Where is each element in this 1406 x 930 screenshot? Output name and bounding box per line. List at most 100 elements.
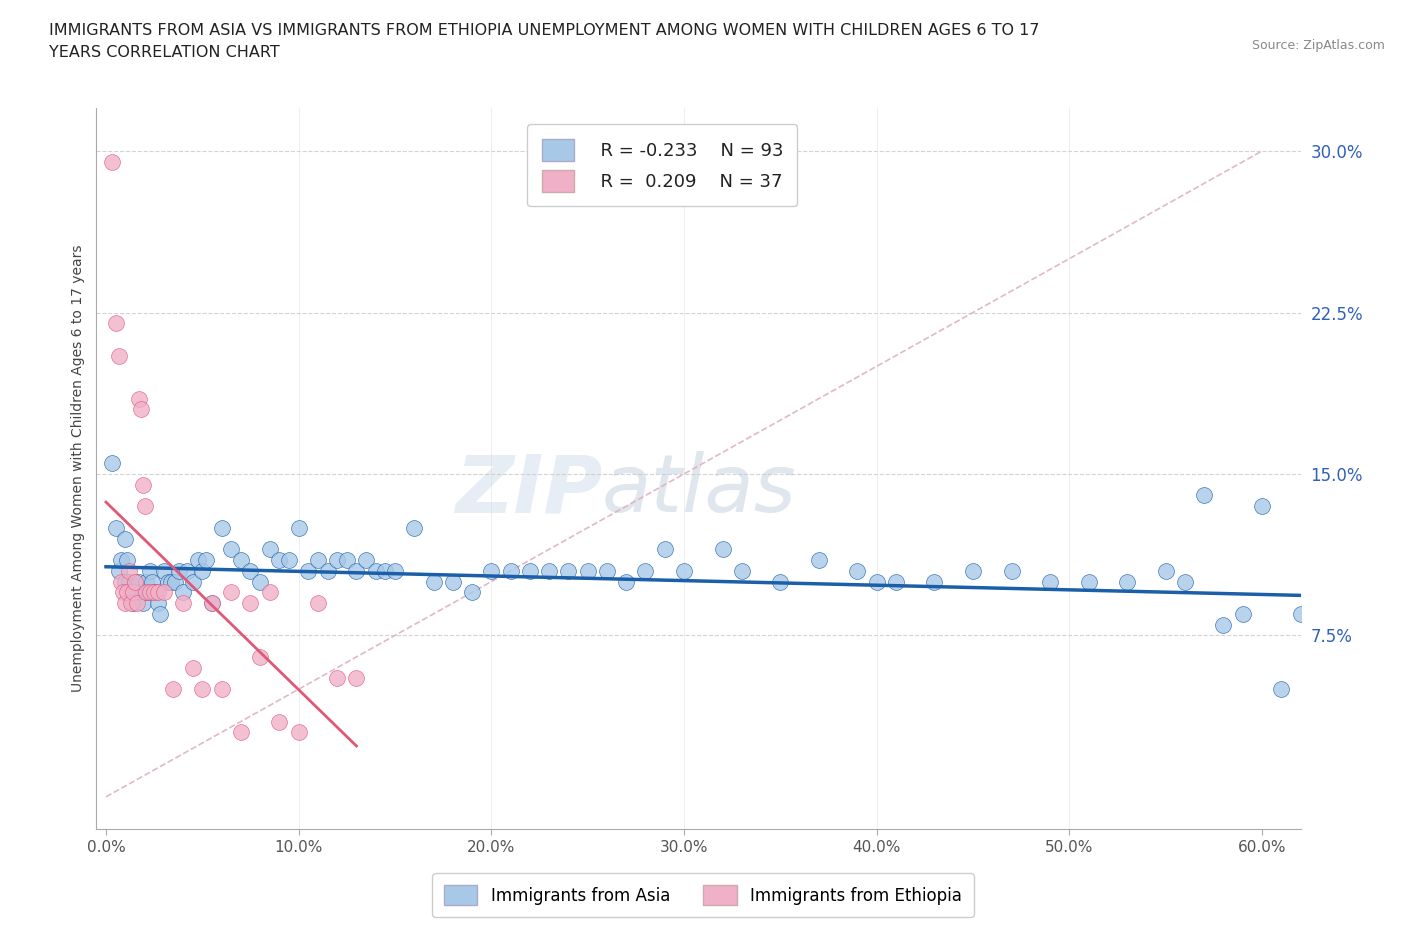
Point <box>145 585 167 600</box>
Point <box>129 402 152 417</box>
Point <box>557 564 579 578</box>
Point <box>165 574 187 589</box>
Point <box>139 564 162 578</box>
Point <box>1192 488 1215 503</box>
Point <box>596 564 619 578</box>
Point <box>134 585 156 600</box>
Point <box>316 564 339 578</box>
Point <box>118 564 141 578</box>
Point <box>807 552 830 567</box>
Point <box>1327 693 1350 708</box>
Point <box>336 552 359 567</box>
Point <box>131 596 153 611</box>
Point <box>461 585 484 600</box>
Point <box>131 477 153 492</box>
Text: IMMIGRANTS FROM ASIA VS IMMIGRANTS FROM ETHIOPIA UNEMPLOYMENT AMONG WOMEN WITH C: IMMIGRANTS FROM ASIA VS IMMIGRANTS FROM … <box>49 23 1039 60</box>
Point <box>884 574 907 589</box>
Point <box>162 682 184 697</box>
Point <box>138 585 160 600</box>
Point <box>307 596 329 611</box>
Point <box>731 564 754 578</box>
Point <box>1270 682 1292 697</box>
Legend:   R = -0.233    N = 93,   R =  0.209    N = 37: R = -0.233 N = 93, R = 0.209 N = 37 <box>527 125 797 206</box>
Point <box>201 596 224 611</box>
Text: atlas: atlas <box>602 451 797 529</box>
Point <box>297 564 319 578</box>
Point <box>278 552 301 567</box>
Point <box>354 552 377 567</box>
Y-axis label: Unemployment Among Women with Children Ages 6 to 17 years: Unemployment Among Women with Children A… <box>72 245 86 692</box>
Point <box>1174 574 1197 589</box>
Point <box>672 564 695 578</box>
Point <box>146 596 169 611</box>
Point <box>112 585 135 600</box>
Point <box>259 542 281 557</box>
Point <box>1309 682 1331 697</box>
Point <box>924 574 946 589</box>
Point <box>195 552 218 567</box>
Point <box>249 574 271 589</box>
Point <box>479 564 502 578</box>
Point <box>229 724 252 739</box>
Point <box>711 542 734 557</box>
Point <box>143 585 166 600</box>
Point <box>846 564 869 578</box>
Point <box>229 552 252 567</box>
Point <box>100 456 122 471</box>
Point <box>326 552 349 567</box>
Point <box>962 564 984 578</box>
Text: ZIP: ZIP <box>454 451 602 529</box>
Point <box>326 671 349 686</box>
Point <box>1000 564 1022 578</box>
Point <box>135 585 157 600</box>
Point <box>129 585 152 600</box>
Point <box>115 585 138 600</box>
Point <box>152 585 174 600</box>
Point <box>384 564 406 578</box>
Point <box>124 574 146 589</box>
Point <box>104 520 127 535</box>
Point <box>287 520 309 535</box>
Point <box>1212 618 1234 632</box>
Point <box>115 552 138 567</box>
Point <box>211 682 233 697</box>
Point <box>191 682 214 697</box>
Point <box>499 564 522 578</box>
Point <box>269 714 291 729</box>
Point <box>269 552 291 567</box>
Point <box>128 392 150 406</box>
Point <box>422 574 444 589</box>
Point <box>519 564 541 578</box>
Point <box>172 585 194 600</box>
Point <box>118 574 141 589</box>
Point <box>239 564 262 578</box>
Point <box>156 574 179 589</box>
Point <box>125 585 148 600</box>
Point <box>108 564 131 578</box>
Point <box>149 606 172 621</box>
Point <box>576 564 599 578</box>
Point <box>114 531 136 546</box>
Point <box>239 596 262 611</box>
Point <box>128 574 150 589</box>
Point <box>122 585 145 600</box>
Point <box>143 585 166 600</box>
Point <box>219 542 242 557</box>
Point <box>125 596 148 611</box>
Point <box>346 671 368 686</box>
Point <box>769 574 792 589</box>
Point <box>1154 564 1177 578</box>
Point <box>201 596 224 611</box>
Point <box>176 564 198 578</box>
Point <box>100 154 122 169</box>
Point <box>181 574 204 589</box>
Point <box>1251 498 1274 513</box>
Point <box>1116 574 1139 589</box>
Point <box>211 520 233 535</box>
Point <box>181 660 204 675</box>
Point <box>114 596 136 611</box>
Point <box>108 348 131 363</box>
Point <box>634 564 657 578</box>
Point <box>134 498 156 513</box>
Point <box>110 552 132 567</box>
